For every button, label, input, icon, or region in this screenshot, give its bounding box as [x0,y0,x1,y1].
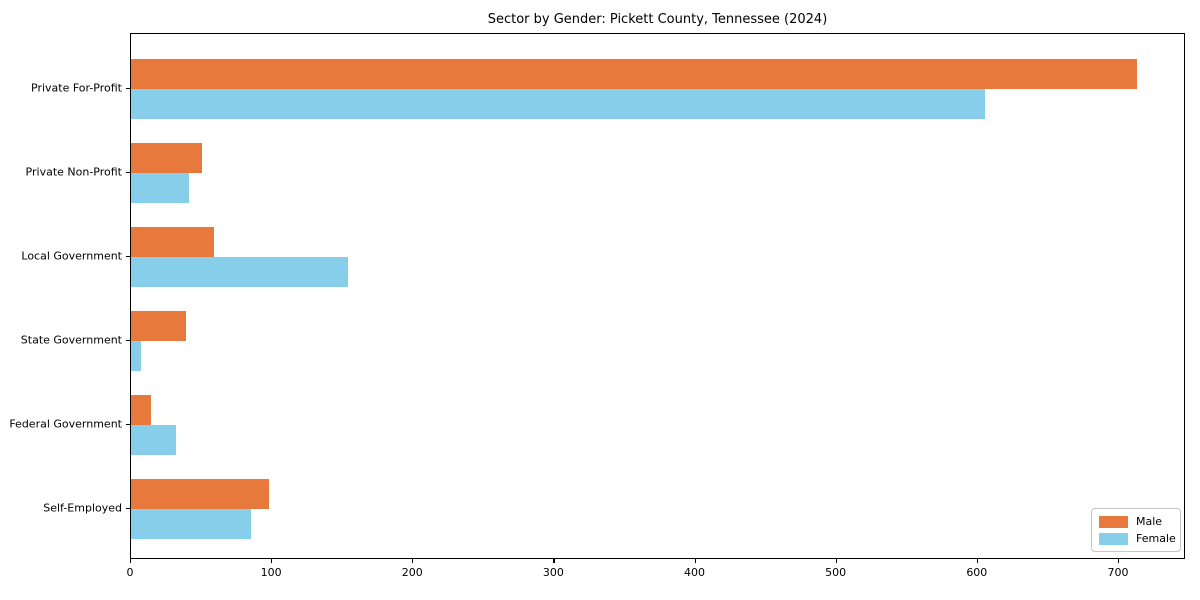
x-tick [694,559,696,563]
female-swatch-icon [1099,532,1128,545]
legend-label: Female [1136,532,1176,545]
x-tick-label: 100 [260,566,282,579]
bar-female [131,173,189,203]
x-tick-label: 700 [1107,566,1129,579]
x-tick [271,559,273,563]
x-tick [553,559,555,563]
bar-male [131,59,1138,89]
legend-label: Male [1136,515,1163,528]
y-tick [126,424,130,426]
y-category-label: Federal Government [9,417,122,431]
y-tick [126,340,130,342]
bar-female [131,341,141,371]
x-tick [130,559,132,563]
bar-female [131,425,177,455]
x-tick-label: 300 [542,566,564,579]
y-category-label: Private Non-Profit [25,165,122,179]
legend-item-female: Female [1099,532,1180,545]
chart-title: Sector by Gender: Pickett County, Tennes… [487,12,828,27]
y-tick [126,508,130,510]
bar-male [131,395,151,425]
y-category-label: Self-Employed [43,501,122,515]
x-tick-label: 600 [966,566,988,579]
bar-female [131,509,251,539]
bar-male [131,143,202,173]
x-tick [976,559,978,563]
y-tick [126,172,130,174]
legend: Male Female [1091,508,1181,552]
bar-male [131,227,215,257]
bar-male [131,311,187,341]
x-tick [412,559,414,563]
male-swatch-icon [1099,515,1128,528]
plot-area [130,33,1185,559]
x-tick-label: 400 [684,566,706,579]
x-tick [835,559,837,563]
y-category-label: Private For-Profit [31,81,122,95]
bar-female [131,89,985,119]
y-category-label: State Government [20,333,122,347]
bar-female [131,257,349,287]
x-tick-label: 200 [401,566,423,579]
legend-item-male: Male [1099,515,1180,528]
y-category-label: Local Government [21,249,122,263]
y-tick [126,88,130,90]
x-tick [1117,559,1120,563]
bar-male [131,479,270,509]
x-tick-label: 0 [126,566,134,579]
x-tick-label: 500 [825,566,847,579]
y-tick [126,256,130,258]
